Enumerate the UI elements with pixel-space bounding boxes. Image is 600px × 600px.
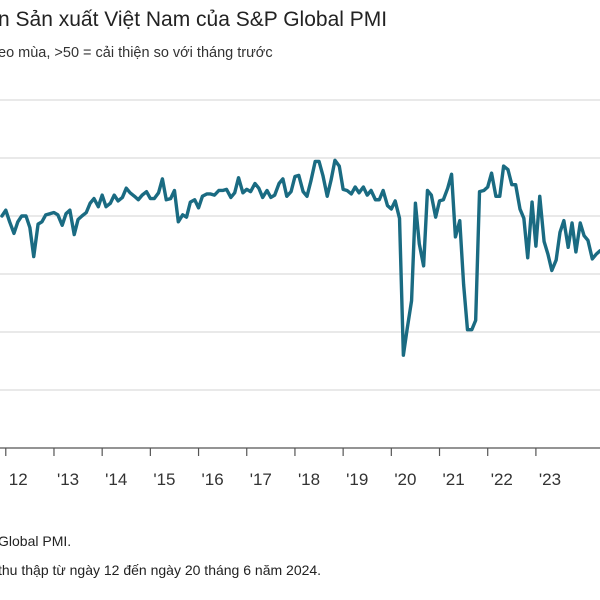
data-collection-note: thu thập từ ngày 12 đến ngày 20 tháng 6 … (0, 562, 322, 578)
x-tick-label: '16 (202, 470, 224, 489)
x-tick-label: '18 (298, 470, 320, 489)
x-tick-label: '20 (394, 470, 416, 489)
pmi-series-line (0, 158, 600, 357)
x-tick-label: 12 (9, 470, 28, 489)
x-tick-label: '23 (539, 470, 561, 489)
series-layer (0, 158, 600, 357)
source-note: Global PMI. (0, 533, 72, 549)
x-tick-label: '17 (250, 470, 272, 489)
x-axis (0, 447, 600, 456)
chart-subtitle: eo mùa, >50 = cải thiện so với tháng trư… (0, 45, 273, 61)
x-tick-label: '22 (491, 470, 513, 489)
chart-title: n Sản xuất Việt Nam của S&P Global PMI (0, 8, 388, 31)
x-tick-label: '15 (153, 470, 175, 489)
x-tick-label: '14 (105, 470, 127, 489)
x-tick-label: '13 (57, 470, 79, 489)
x-tick-label: '21 (443, 470, 465, 489)
x-tick-label: '19 (346, 470, 368, 489)
gridlines (0, 99, 600, 391)
x-tick-labels: 12 '13 '14 '15 '16 '17 '18 '19 '20 '21 '22 '23 (9, 470, 561, 489)
